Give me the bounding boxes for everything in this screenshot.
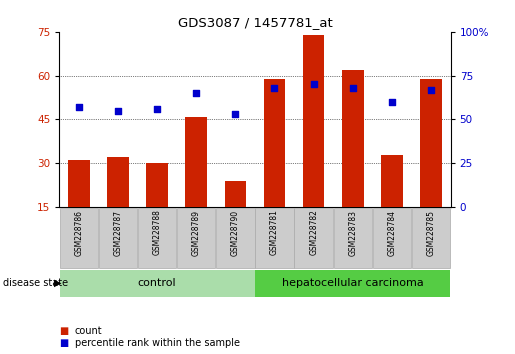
FancyBboxPatch shape bbox=[177, 208, 215, 268]
Text: GSM228789: GSM228789 bbox=[192, 210, 201, 256]
Bar bbox=[68, 160, 90, 207]
Bar bbox=[264, 79, 285, 207]
Text: count: count bbox=[75, 326, 102, 336]
Bar bbox=[342, 70, 364, 207]
Text: disease state: disease state bbox=[3, 278, 67, 288]
Text: ▶: ▶ bbox=[54, 278, 62, 288]
Point bbox=[75, 104, 83, 110]
Text: GSM228783: GSM228783 bbox=[348, 210, 357, 256]
FancyBboxPatch shape bbox=[99, 208, 137, 268]
Bar bbox=[381, 154, 403, 207]
Text: GSM228784: GSM228784 bbox=[387, 210, 397, 256]
Text: GSM228785: GSM228785 bbox=[426, 210, 436, 256]
Point bbox=[153, 106, 161, 112]
Text: control: control bbox=[138, 278, 176, 288]
Text: GSM228782: GSM228782 bbox=[309, 210, 318, 256]
FancyBboxPatch shape bbox=[60, 270, 254, 297]
Point bbox=[349, 85, 357, 91]
Bar bbox=[420, 79, 442, 207]
FancyBboxPatch shape bbox=[334, 208, 372, 268]
FancyBboxPatch shape bbox=[373, 208, 411, 268]
Point bbox=[192, 90, 200, 96]
FancyBboxPatch shape bbox=[295, 208, 333, 268]
Text: ■: ■ bbox=[59, 338, 68, 348]
Text: GSM228787: GSM228787 bbox=[113, 210, 123, 256]
FancyBboxPatch shape bbox=[60, 208, 98, 268]
Text: GSM228790: GSM228790 bbox=[231, 210, 240, 256]
Text: percentile rank within the sample: percentile rank within the sample bbox=[75, 338, 239, 348]
Bar bbox=[107, 158, 129, 207]
Text: GSM228781: GSM228781 bbox=[270, 210, 279, 256]
FancyBboxPatch shape bbox=[138, 208, 176, 268]
Bar bbox=[146, 163, 168, 207]
Text: hepatocellular carcinoma: hepatocellular carcinoma bbox=[282, 278, 424, 288]
Title: GDS3087 / 1457781_at: GDS3087 / 1457781_at bbox=[178, 16, 332, 29]
Text: GSM228788: GSM228788 bbox=[152, 210, 162, 256]
FancyBboxPatch shape bbox=[255, 270, 450, 297]
Bar bbox=[185, 116, 207, 207]
Text: GSM228786: GSM228786 bbox=[74, 210, 83, 256]
Point bbox=[310, 82, 318, 87]
Point bbox=[388, 99, 396, 105]
Point bbox=[231, 112, 239, 117]
FancyBboxPatch shape bbox=[216, 208, 254, 268]
Bar bbox=[303, 35, 324, 207]
Point bbox=[427, 87, 435, 92]
FancyBboxPatch shape bbox=[255, 208, 294, 268]
Text: ■: ■ bbox=[59, 326, 68, 336]
Point bbox=[270, 85, 279, 91]
Bar bbox=[225, 181, 246, 207]
FancyBboxPatch shape bbox=[412, 208, 450, 268]
Point bbox=[114, 108, 122, 114]
